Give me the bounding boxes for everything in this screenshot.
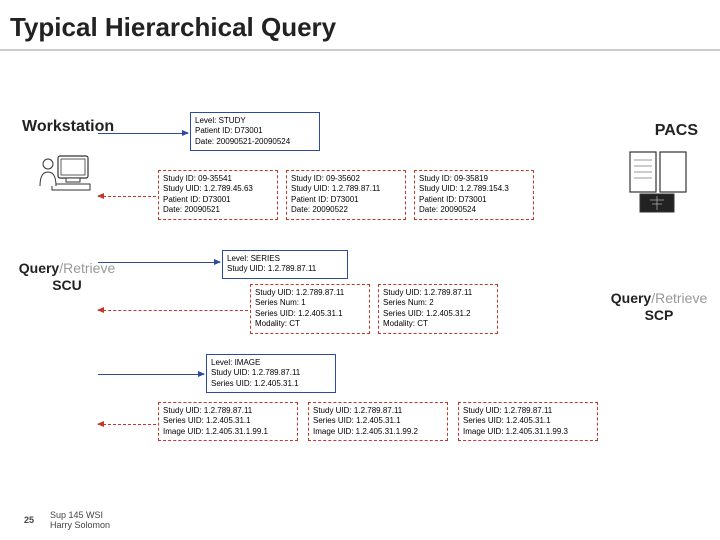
image-resp-box: Study UID: 1.2.789.87.11 Series UID: 1.2…	[308, 402, 448, 441]
image-resp-box: Study UID: 1.2.789.87.11 Series UID: 1.2…	[458, 402, 598, 441]
workstation-icon	[36, 150, 96, 206]
study-resp-box: Study ID: 09-35541 Study UID: 1.2.789.45…	[158, 170, 278, 220]
series-resp-box: Study UID: 1.2.789.87.11 Series Num: 2 S…	[378, 284, 498, 334]
image-query-box: Level: IMAGE Study UID: 1.2.789.87.11 Se…	[206, 354, 336, 393]
qr-scu-label: Query/Retrieve SCU	[12, 260, 122, 294]
image-resp-box: Study UID: 1.2.789.87.11 Series UID: 1.2…	[158, 402, 298, 441]
series-resp-box: Study UID: 1.2.789.87.11 Series Num: 1 S…	[250, 284, 370, 334]
series-query-box: Level: SERIES Study UID: 1.2.789.87.11	[222, 250, 348, 279]
title-underline	[0, 49, 720, 51]
footer-text: Sup 145 WSI Harry Solomon	[50, 510, 110, 530]
qr-scp-label: Query/Retrieve SCP	[604, 290, 714, 324]
page-number: 25	[24, 515, 34, 525]
study-query-box: Level: STUDY Patient ID: D73001 Date: 20…	[190, 112, 320, 151]
slide-title: Typical Hierarchical Query	[0, 0, 720, 49]
pacs-icon	[628, 150, 690, 214]
slide-footer: 25 Sup 145 WSI Harry Solomon	[24, 510, 110, 530]
study-resp-box: Study ID: 09-35819 Study UID: 1.2.789.15…	[414, 170, 534, 220]
study-resp-box: Study ID: 09-35602 Study UID: 1.2.789.87…	[286, 170, 406, 220]
pacs-label: PACS	[655, 122, 698, 140]
